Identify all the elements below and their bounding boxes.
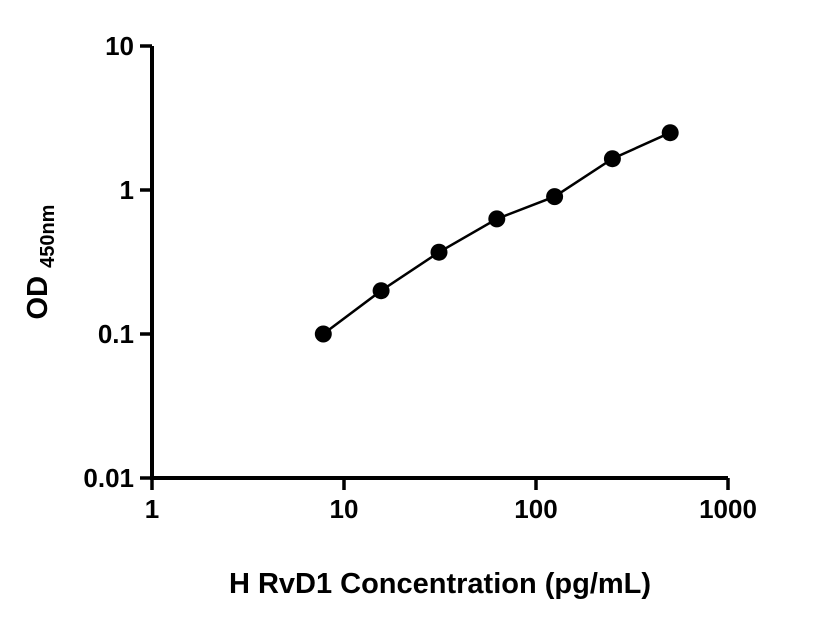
data-point <box>661 124 679 142</box>
axes-layer <box>150 46 728 480</box>
y-tick-label: 10 <box>105 31 134 61</box>
data-point <box>372 282 390 300</box>
x-axis-title: H RvD1 Concentration (pg/mL) <box>229 568 651 600</box>
y-axis-title: OD 450nm <box>22 205 59 320</box>
x-tick-label: 100 <box>514 494 557 524</box>
y-tick-label: 0.01 <box>83 463 134 493</box>
axis-lines <box>150 46 728 480</box>
y-tick-label: 1 <box>120 175 134 205</box>
data-point <box>488 210 506 228</box>
x-tick-label: 1000 <box>699 494 757 524</box>
data-point <box>430 243 448 261</box>
y-tick-label: 0.1 <box>98 319 134 349</box>
data-point <box>546 188 564 206</box>
ticks-layer: 1 10 100 1000 0.01 0.1 1 10 <box>83 31 757 524</box>
x-tick-label: 10 <box>330 494 359 524</box>
y-axis-title-sub: 450nm <box>37 205 59 268</box>
x-tick-label: 1 <box>145 494 159 524</box>
data-point <box>314 325 332 343</box>
series-layer <box>314 124 679 343</box>
y-axis-title-main: OD <box>22 276 54 320</box>
data-point <box>603 150 621 168</box>
